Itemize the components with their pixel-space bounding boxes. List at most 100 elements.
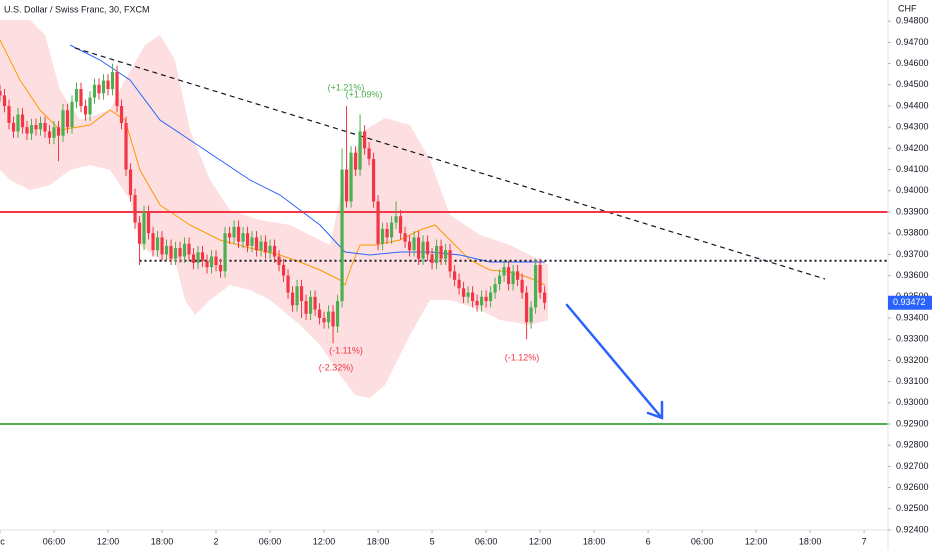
candle-body (385, 228, 389, 238)
candle-body (101, 80, 106, 94)
x-tick-label: 2 (214, 536, 219, 546)
candle-body (376, 201, 380, 244)
title-background (0, 0, 200, 18)
moving-average-slow (69, 44, 545, 263)
candle-body (475, 301, 479, 306)
candle-body (227, 233, 232, 238)
candle-body (92, 84, 97, 98)
band (0, 20, 548, 398)
candle-body (173, 248, 178, 259)
candle-body (362, 131, 367, 149)
candle-body (182, 243, 187, 257)
x-tick-label: 12:00 (97, 536, 120, 546)
x-tick-label: 18:00 (583, 536, 606, 546)
candle-body (250, 237, 254, 246)
x-tick-label: 06:00 (691, 536, 714, 546)
y-tick-label: 0.92500 (896, 503, 929, 513)
last-price-label: 0.93472 (893, 297, 926, 307)
candle-body (425, 241, 430, 255)
candle-body (223, 233, 227, 272)
candle-body (205, 260, 209, 268)
last-price-box (888, 295, 932, 310)
candle-body (407, 241, 412, 251)
candle-body (322, 318, 326, 323)
candle-body (196, 252, 200, 263)
candle-body (115, 72, 119, 106)
candle-body (308, 296, 313, 314)
candle-body (304, 301, 308, 314)
candle-body (61, 110, 65, 136)
candle-body (349, 152, 353, 202)
candle-body (214, 256, 218, 265)
y-tick-label: 0.94500 (896, 79, 929, 89)
candle-body (178, 248, 182, 257)
candle-body (29, 125, 34, 134)
candle-body (371, 159, 376, 202)
candle-body (434, 245, 439, 263)
x-tick-label: 06:00 (259, 536, 282, 546)
candle-body (461, 288, 466, 297)
candle-body (340, 169, 344, 302)
candle-body (241, 233, 245, 242)
candle-body (295, 286, 299, 306)
x-tick-label: ec (0, 536, 5, 546)
candle-body (542, 292, 547, 303)
y-tick-label: 0.93700 (896, 249, 929, 259)
candle-body (20, 114, 25, 128)
x-tick-label: 06:00 (475, 536, 498, 546)
candle-body (538, 265, 542, 293)
candle-body (133, 195, 137, 223)
candle-body (191, 254, 196, 263)
y-tick-label: 0.93000 (896, 397, 929, 407)
y-tick-label: 0.94700 (896, 37, 929, 47)
candle-body (520, 279, 524, 293)
candle-body (74, 89, 79, 102)
candle-body (218, 265, 223, 272)
candle-body (236, 226, 241, 242)
annotation: (-1.12%) (505, 352, 540, 362)
trendline (74, 47, 826, 280)
x-tick-label: 18:00 (367, 536, 390, 546)
candle-body (142, 212, 146, 244)
y-tick-label: 0.93800 (896, 228, 929, 238)
candle-body (452, 271, 457, 280)
y-tick-label: 0.93400 (896, 312, 929, 322)
y-tick-label: 0.92400 (896, 524, 929, 534)
candle-body (128, 169, 133, 196)
candle-body (448, 250, 452, 272)
candle-body (416, 237, 421, 259)
candle-body (299, 286, 304, 302)
candle-body (277, 256, 281, 265)
candle-body (389, 222, 394, 238)
candle-body (272, 245, 277, 257)
candle-body (124, 122, 128, 170)
candle-body (529, 307, 533, 323)
candle-body (281, 265, 286, 276)
candle-body (488, 292, 493, 302)
candle-body (484, 296, 488, 302)
candle-body (43, 122, 47, 132)
candle-body (268, 245, 272, 253)
y-tick-label: 0.93900 (896, 206, 929, 216)
candle-body (119, 106, 124, 123)
candle-body (533, 265, 538, 308)
candle-body (259, 241, 263, 251)
candle-body (160, 237, 164, 255)
plot-area (0, 20, 888, 425)
candle-body (164, 245, 169, 255)
y-tick-label: 0.93600 (896, 270, 929, 280)
arrow (565, 303, 664, 420)
candle-body (232, 226, 236, 238)
candle-body (254, 237, 259, 251)
candle-body (52, 127, 56, 138)
candle-body (88, 97, 92, 115)
candle-body (16, 114, 20, 132)
candle-body (245, 233, 250, 246)
y-tick-label: 0.92800 (896, 440, 929, 450)
candle-body (412, 237, 416, 251)
candle-body (367, 148, 371, 159)
x-tick-label: 12:00 (745, 536, 768, 546)
y-tick-label: 0.92600 (896, 482, 929, 492)
candle-body (421, 241, 425, 259)
